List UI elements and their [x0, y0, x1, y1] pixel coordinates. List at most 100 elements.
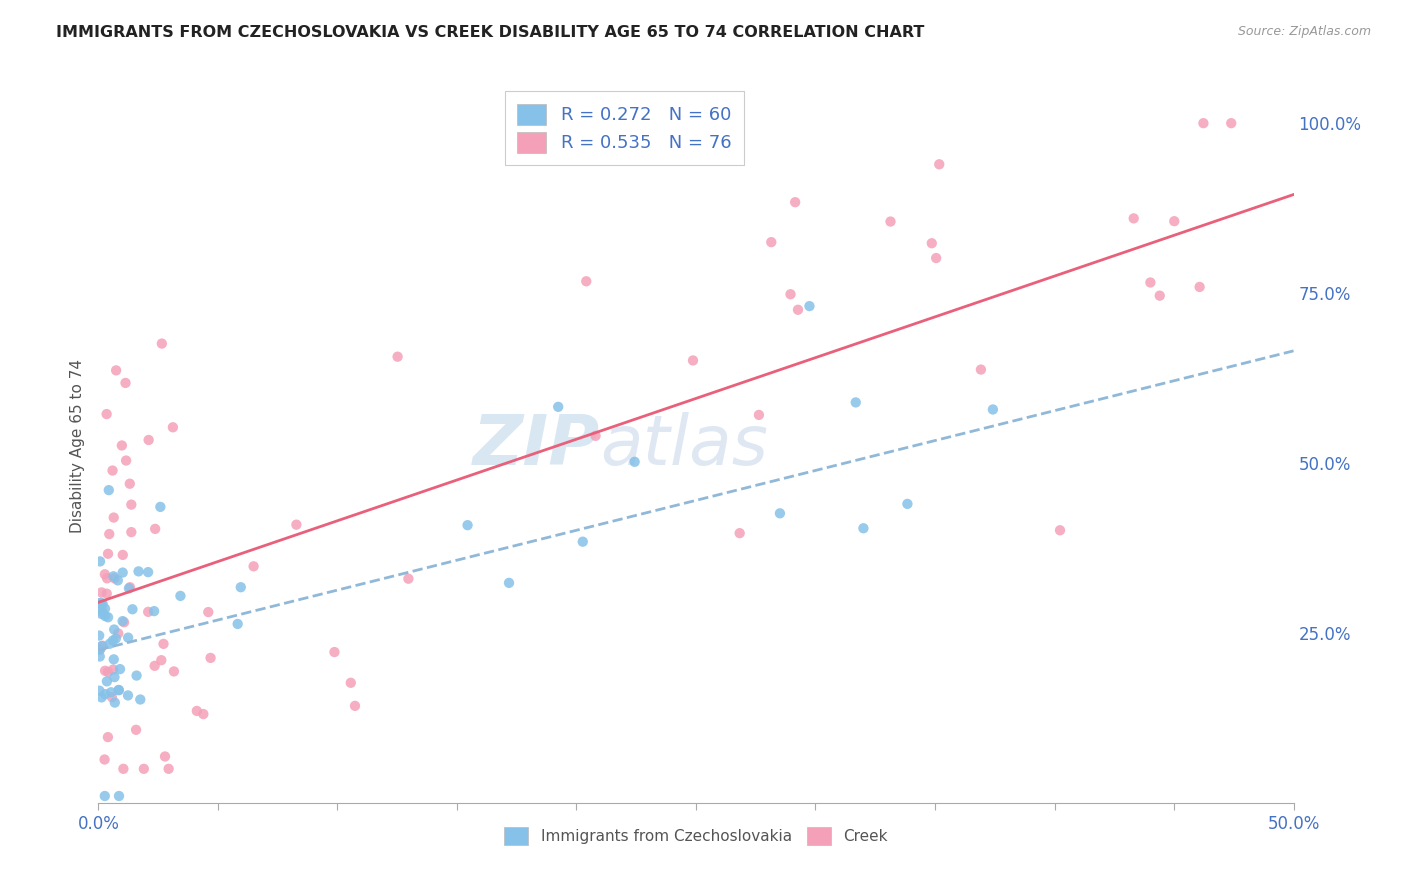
Point — [339, 675, 361, 690]
Point — [323, 645, 346, 659]
Point — [111, 438, 134, 452]
Point — [132, 762, 155, 776]
Point — [103, 569, 125, 583]
Point — [575, 274, 598, 288]
Point — [242, 559, 264, 574]
Point — [226, 617, 249, 632]
Point — [150, 336, 173, 351]
Point — [111, 566, 134, 580]
Point — [115, 453, 138, 467]
Point — [94, 567, 117, 582]
Point — [111, 614, 134, 628]
Point — [96, 407, 118, 421]
Point — [193, 707, 215, 722]
Point — [1049, 523, 1071, 537]
Point — [129, 692, 152, 706]
Point — [111, 548, 134, 562]
Point — [143, 522, 166, 536]
Text: atlas: atlas — [600, 412, 768, 480]
Point — [387, 350, 409, 364]
Point — [103, 652, 125, 666]
Point — [896, 497, 918, 511]
Point — [89, 643, 111, 657]
Point — [118, 582, 141, 596]
Point — [90, 639, 112, 653]
Point — [101, 633, 124, 648]
Point — [585, 429, 607, 443]
Point — [128, 565, 150, 579]
Point — [89, 597, 111, 611]
Point — [498, 575, 520, 590]
Point — [107, 574, 129, 588]
Point — [96, 587, 118, 601]
Point — [104, 696, 127, 710]
Point — [136, 565, 159, 579]
Point — [682, 353, 704, 368]
Point — [103, 571, 125, 585]
Point — [143, 658, 166, 673]
Point — [101, 690, 124, 705]
Point — [1188, 280, 1211, 294]
Point — [152, 637, 174, 651]
Point — [623, 455, 645, 469]
Point — [108, 789, 131, 803]
Point — [89, 602, 111, 616]
Point — [150, 653, 173, 667]
Point — [769, 506, 792, 520]
Point — [928, 157, 950, 171]
Point — [1220, 116, 1243, 130]
Point — [101, 464, 124, 478]
Point — [143, 604, 166, 618]
Point — [1122, 211, 1144, 226]
Point — [89, 629, 111, 643]
Point — [96, 571, 118, 585]
Point — [97, 547, 120, 561]
Point — [94, 609, 117, 624]
Point — [97, 730, 120, 744]
Point — [89, 649, 111, 664]
Point — [91, 639, 114, 653]
Point — [169, 589, 191, 603]
Point — [98, 637, 121, 651]
Point — [103, 510, 125, 524]
Point — [547, 400, 569, 414]
Point — [97, 483, 120, 497]
Point — [114, 376, 136, 390]
Point — [970, 362, 993, 376]
Point — [852, 521, 875, 535]
Point — [104, 632, 127, 646]
Point — [396, 572, 419, 586]
Point — [100, 685, 122, 699]
Point — [107, 682, 129, 697]
Point — [96, 674, 118, 689]
Point — [125, 723, 148, 737]
Text: IMMIGRANTS FROM CZECHOSLOVAKIA VS CREEK DISABILITY AGE 65 TO 74 CORRELATION CHAR: IMMIGRANTS FROM CZECHOSLOVAKIA VS CREEK … — [56, 25, 925, 40]
Y-axis label: Disability Age 65 to 74: Disability Age 65 to 74 — [69, 359, 84, 533]
Point — [1149, 288, 1171, 302]
Point — [785, 195, 807, 210]
Point — [90, 585, 112, 599]
Point — [112, 762, 135, 776]
Point — [98, 527, 121, 541]
Point — [89, 554, 111, 568]
Point — [108, 662, 131, 676]
Point — [571, 534, 593, 549]
Point — [120, 525, 142, 540]
Point — [90, 596, 112, 610]
Point — [1192, 116, 1215, 130]
Point — [153, 749, 176, 764]
Point — [107, 626, 129, 640]
Point — [108, 683, 131, 698]
Point — [103, 670, 125, 684]
Point — [163, 665, 186, 679]
Point — [200, 651, 222, 665]
Point — [1163, 214, 1185, 228]
Point — [761, 235, 783, 249]
Point — [103, 663, 125, 677]
Text: Source: ZipAtlas.com: Source: ZipAtlas.com — [1237, 25, 1371, 38]
Point — [94, 687, 117, 701]
Point — [120, 498, 142, 512]
Point — [285, 517, 308, 532]
Point — [748, 408, 770, 422]
Point — [97, 610, 120, 624]
